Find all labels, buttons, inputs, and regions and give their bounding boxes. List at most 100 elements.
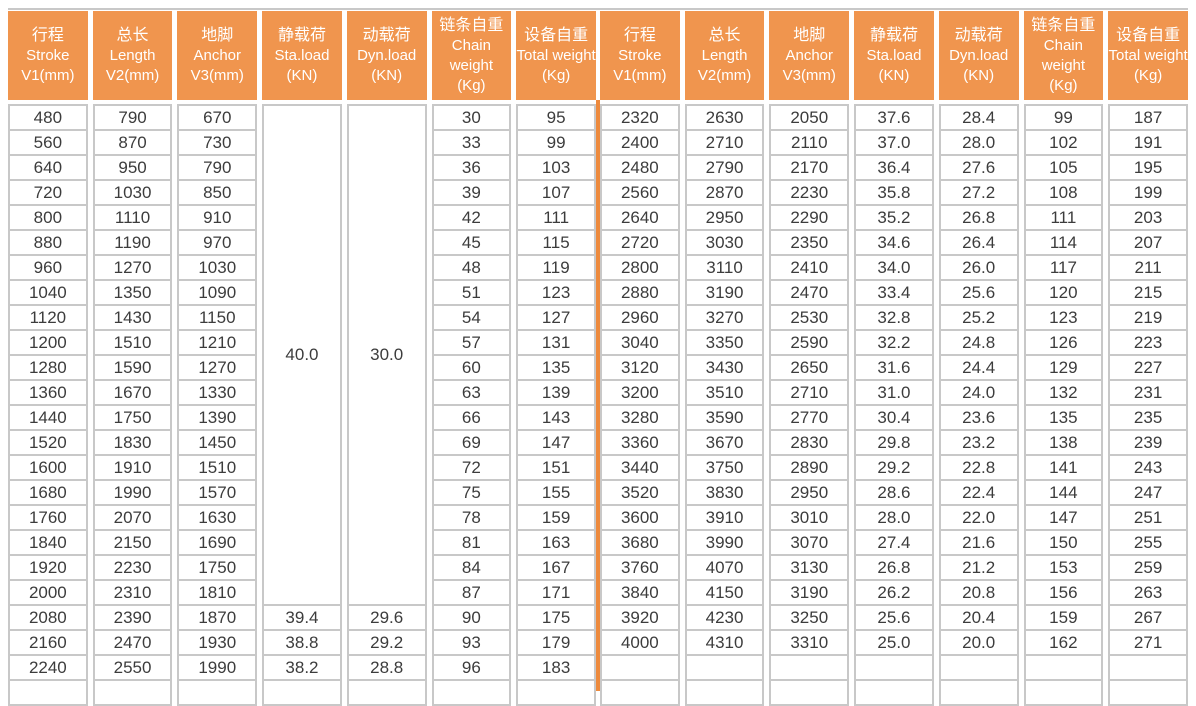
data-cell: 31.6 [854, 356, 934, 381]
table-row: 2080 2390 1870 39.4 29.6 90 175 [8, 606, 596, 631]
table-row: 2400 2710 2110 37.0 28.0 102 191 [600, 131, 1188, 156]
data-cell: 39 [431, 181, 512, 206]
data-cell: 1270 [177, 356, 258, 381]
table-top-border-line [8, 8, 1188, 10]
data-cell: 156 [1023, 581, 1104, 606]
data-cell: 22.8 [938, 456, 1019, 481]
table-row: 2560 2870 2230 35.8 27.2 108 199 [600, 181, 1188, 206]
table-row: 640 950 790 36 103 [8, 156, 596, 181]
data-cell: 203 [1108, 206, 1188, 231]
data-cell: 1750 [177, 556, 258, 581]
right-table-header: 行程 Stroke V1(mm) 总长 Length V2(mm) 地脚 Anchor V3(m… [600, 11, 1188, 104]
data-cell: 2400 [600, 131, 680, 156]
header-en-label: Chain weight [449, 36, 494, 74]
merged-cell-col4: 30.0 [346, 104, 427, 606]
data-cell: 23.2 [938, 431, 1019, 456]
data-cell: 33 [431, 131, 512, 156]
header-en-label: Chain weight [1041, 36, 1086, 74]
data-cell: 54 [431, 306, 512, 331]
data-cell: 29.8 [854, 431, 934, 456]
data-cell: 870 [92, 131, 173, 156]
table-row: 1520 1830 1450 69 147 [8, 431, 596, 456]
data-cell: 119 [516, 256, 596, 281]
data-cell: 63 [431, 381, 512, 406]
data-cell: 2590 [769, 331, 850, 356]
data-cell: 22.4 [938, 481, 1019, 506]
right-table: 行程 Stroke V1(mm) 总长 Length V2(mm) 地脚 Anchor V3(m… [600, 11, 1188, 706]
data-cell: 117 [1023, 256, 1104, 281]
header-en-label: Stroke [618, 46, 662, 64]
header-en-label: Total weight [1108, 46, 1188, 64]
data-cell: 187 [1108, 104, 1188, 131]
header-cell-col1: 总长 Length V2(mm) [684, 11, 765, 104]
data-cell [1023, 656, 1104, 681]
data-cell: 1990 [92, 481, 173, 506]
header-cn-label: 地脚 [201, 26, 234, 44]
data-cell: 2880 [600, 281, 680, 306]
header-en-label: Anchor [193, 46, 242, 64]
table-row: 2960 3270 2530 32.8 25.2 123 219 [600, 306, 1188, 331]
data-cell: 1830 [92, 431, 173, 456]
data-cell: 30.4 [854, 406, 934, 431]
data-cell: 32.8 [854, 306, 934, 331]
header-en-label: Stroke [26, 46, 70, 64]
header-cell-col0: 行程 Stroke V1(mm) [8, 11, 88, 104]
data-cell: 207 [1108, 231, 1188, 256]
data-cell: 60 [431, 356, 512, 381]
data-cell: 199 [1108, 181, 1188, 206]
table-row: 2240 2550 1990 38.2 28.8 96 183 [8, 656, 596, 681]
data-cell: 22.0 [938, 506, 1019, 531]
data-cell: 720 [8, 181, 88, 206]
data-cell: 3190 [769, 581, 850, 606]
table-row: 3920 4230 3250 25.6 20.4 159 267 [600, 606, 1188, 631]
data-cell: 129 [1023, 356, 1104, 381]
data-cell [1023, 681, 1104, 706]
data-cell: 45 [431, 231, 512, 256]
data-cell: 1390 [177, 406, 258, 431]
data-cell: 4150 [684, 581, 765, 606]
data-cell: 75 [431, 481, 512, 506]
data-cell: 2290 [769, 206, 850, 231]
table-row: 1440 1750 1390 66 143 [8, 406, 596, 431]
data-cell: 3350 [684, 331, 765, 356]
data-cell: 1200 [8, 331, 88, 356]
table-row: 2160 2470 1930 38.8 29.2 93 179 [8, 631, 596, 656]
header-en-label: Length [701, 46, 748, 64]
data-cell: 2070 [92, 506, 173, 531]
data-cell: 126 [1023, 331, 1104, 356]
data-cell: 1350 [92, 281, 173, 306]
data-cell: 147 [516, 431, 596, 456]
data-cell: 191 [1108, 131, 1188, 156]
header-cn-label: 动载荷 [954, 26, 1003, 44]
data-cell: 3120 [600, 356, 680, 381]
data-cell: 26.8 [854, 556, 934, 581]
table-row: 880 1190 970 45 115 [8, 231, 596, 256]
data-cell: 78 [431, 506, 512, 531]
data-cell: 2550 [92, 656, 173, 681]
data-cell: 3190 [684, 281, 765, 306]
data-cell: 670 [177, 104, 258, 131]
left-table-body: 480 790 670 40.0 30.0 30 95 560 870 730 33 99 640 950… [8, 104, 596, 706]
spec-table-page: { "page": { "background": "#ffffff", "gr… [8, 8, 1188, 706]
data-cell: 24.4 [938, 356, 1019, 381]
data-cell: 96 [431, 656, 512, 681]
data-cell: 30 [431, 104, 512, 131]
table-row: 3840 4150 3190 26.2 20.8 156 263 [600, 581, 1188, 606]
table-row: 3360 3670 2830 29.8 23.2 138 239 [600, 431, 1188, 456]
header-row: 行程 Stroke V1(mm) 总长 Length V2(mm) 地脚 Anchor V3(m… [600, 11, 1188, 104]
data-cell: 162 [1023, 631, 1104, 656]
right-table-body: 2320 2630 2050 37.6 28.4 99 187 2400 2710 2110 37.… [600, 104, 1188, 706]
data-cell: 141 [1023, 456, 1104, 481]
data-cell [769, 656, 850, 681]
header-cell-col6: 设备自重 Total weight (Kg) [1108, 11, 1188, 104]
data-cell: 107 [516, 181, 596, 206]
table-row: 4000 4310 3310 25.0 20.0 162 271 [600, 631, 1188, 656]
data-cell: 21.6 [938, 531, 1019, 556]
data-cell: 2470 [92, 631, 173, 656]
data-cell: 1990 [177, 656, 258, 681]
data-cell: 243 [1108, 456, 1188, 481]
data-cell [854, 656, 934, 681]
data-cell: 72 [431, 456, 512, 481]
data-cell: 25.0 [854, 631, 934, 656]
data-cell: 28.0 [938, 131, 1019, 156]
